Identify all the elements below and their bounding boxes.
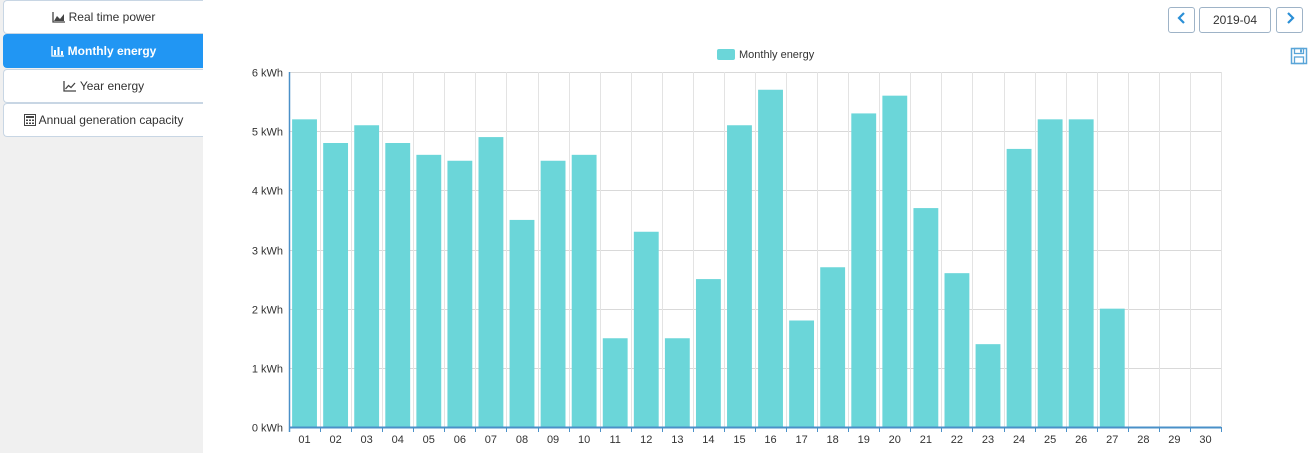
x-tick-label: 08 (516, 434, 528, 446)
x-tick-label: 01 (298, 434, 310, 446)
x-tick-label: 23 (982, 434, 994, 446)
x-tick-label: 20 (889, 434, 901, 446)
tab-real-time-power[interactable]: Real time power (3, 0, 203, 34)
bar-day-01[interactable] (292, 119, 317, 427)
y-tick-label: 5 kWh (252, 127, 283, 139)
bar-day-15[interactable] (727, 125, 752, 427)
bar-day-19[interactable] (851, 113, 877, 428)
bar-day-21[interactable] (913, 208, 939, 427)
x-tick-label: 18 (827, 434, 839, 446)
x-tick-label: 21 (920, 434, 932, 446)
tab-label: Annual generation capacity (38, 113, 184, 127)
bar-day-16[interactable] (758, 89, 783, 427)
bar-day-27[interactable] (1099, 308, 1125, 427)
x-tick-label: 02 (329, 434, 341, 446)
bar-day-06[interactable] (447, 160, 473, 427)
tab-label: Monthly energy (67, 44, 157, 58)
bar-day-18[interactable] (820, 267, 846, 427)
x-tick-label: 22 (951, 434, 963, 446)
tick-labels: 0 kWh 1 kWh 2 kWh 3 kWh 4 kWh 5 kWh 6 kWh 01 02 0… (252, 68, 1212, 447)
bar-day-20[interactable] (882, 95, 908, 428)
tab-label: Year energy (79, 79, 145, 93)
bar-day-11[interactable] (602, 338, 628, 427)
y-tick-label: 2 kWh (252, 305, 283, 317)
x-tick-label: 28 (1137, 434, 1149, 446)
bar-day-03[interactable] (354, 125, 380, 427)
legend[interactable]: Monthly energy (717, 49, 815, 61)
sidebar: Real time power Monthly energy Year ener… (0, 0, 203, 453)
x-tick-label: 15 (733, 434, 745, 446)
bar-day-05[interactable] (416, 154, 442, 428)
y-tick-label: 6 kWh (252, 68, 283, 80)
x-tick-label: 24 (1013, 434, 1025, 446)
tab-label: Real time power (68, 10, 156, 24)
previous-period-button[interactable] (1168, 7, 1195, 33)
legend-swatch (717, 49, 735, 60)
x-tick-label: 07 (485, 434, 497, 446)
x-tick-label: 06 (454, 434, 466, 446)
x-tick-label: 11 (609, 434, 620, 446)
legend-label: Monthly energy (739, 49, 815, 61)
bar-day-17[interactable] (789, 320, 815, 428)
tab-monthly-energy[interactable]: Monthly energy (3, 34, 203, 68)
bar-day-24[interactable] (1006, 148, 1032, 427)
bar-day-02[interactable] (323, 143, 349, 427)
chevron-right-icon (1285, 11, 1295, 29)
x-tick-label: 17 (795, 434, 807, 446)
x-tick-label: 05 (423, 434, 435, 446)
next-period-button[interactable] (1276, 7, 1303, 33)
x-tick-label: 13 (671, 434, 683, 446)
x-tick-label: 03 (361, 434, 373, 446)
y-tick-label: 0 kWh (252, 423, 283, 435)
x-tick-label: 14 (702, 434, 714, 446)
bar-day-13[interactable] (664, 338, 690, 427)
x-tick-label: 16 (764, 434, 776, 446)
x-tick-label: 27 (1106, 434, 1118, 446)
period-selector[interactable]: 2019-04 (1199, 7, 1271, 33)
y-tick-label: 3 kWh (252, 246, 283, 258)
x-tick-label: 25 (1044, 434, 1056, 446)
bar-day-09[interactable] (540, 160, 566, 427)
floppy-disk-icon[interactable] (1290, 47, 1308, 65)
bar-day-26[interactable] (1068, 119, 1094, 427)
x-tick-label: 26 (1075, 434, 1087, 446)
area-chart-icon (51, 11, 66, 23)
x-tick-label: 09 (547, 434, 559, 446)
axes (288, 72, 1222, 432)
y-tick-label: 1 kWh (252, 364, 283, 376)
x-tick-label: 04 (392, 434, 404, 446)
bar-day-25[interactable] (1037, 119, 1063, 427)
bar-chart-icon (51, 45, 65, 57)
bar-day-08[interactable] (509, 219, 535, 427)
bar-day-10[interactable] (571, 154, 597, 428)
chevron-left-icon (1176, 11, 1187, 29)
x-tick-label: 29 (1168, 434, 1180, 446)
x-tick-label: 12 (640, 434, 652, 446)
y-tick-label: 4 kWh (252, 186, 283, 198)
x-tick-label: 19 (858, 434, 870, 446)
calculator-icon (23, 114, 36, 126)
x-tick-label: 10 (578, 434, 590, 446)
tab-annual-generation-capacity[interactable]: Annual generation capacity (3, 103, 203, 137)
bar-day-14[interactable] (695, 279, 721, 427)
bar-day-07[interactable] (478, 137, 504, 428)
bar-day-12[interactable] (633, 231, 659, 427)
tab-year-energy[interactable]: Year energy (3, 69, 203, 103)
bar-day-22[interactable] (944, 273, 970, 427)
line-chart-icon (63, 80, 77, 92)
bars (292, 89, 1125, 428)
bar-day-04[interactable] (385, 143, 411, 427)
x-tick-label: 30 (1199, 434, 1211, 446)
bar-day-23[interactable] (975, 344, 1001, 427)
